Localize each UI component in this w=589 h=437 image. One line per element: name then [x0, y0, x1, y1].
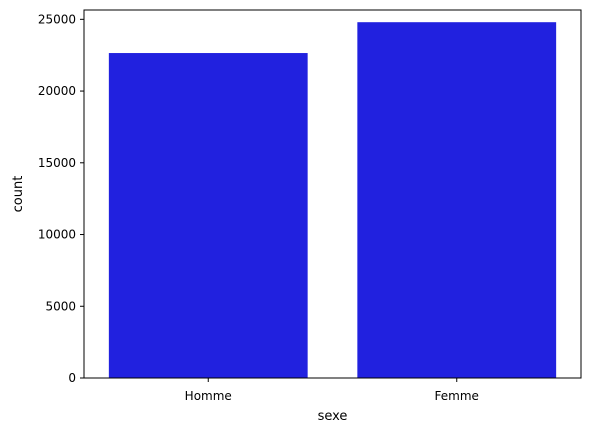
y-tick-label: 10000 — [38, 228, 76, 242]
bar-femme — [357, 22, 557, 378]
y-tick-label: 15000 — [38, 156, 76, 170]
y-axis-label: count — [11, 176, 26, 213]
y-axis-ticks: 0 5000 10000 15000 20000 25000 — [38, 12, 84, 385]
bar-homme — [108, 53, 308, 379]
y-tick-label: 25000 — [38, 12, 76, 26]
x-axis-label: sexe — [318, 409, 348, 424]
bars-group — [108, 22, 557, 379]
y-tick-label: 20000 — [38, 84, 76, 98]
y-tick-label: 0 — [68, 371, 76, 385]
plot-frame — [83, 9, 582, 379]
y-tick-label: 5000 — [45, 299, 76, 313]
x-tick-label: Homme — [185, 389, 232, 403]
x-axis-ticks: Homme Femme — [185, 378, 479, 403]
x-tick-label: Femme — [435, 389, 479, 403]
